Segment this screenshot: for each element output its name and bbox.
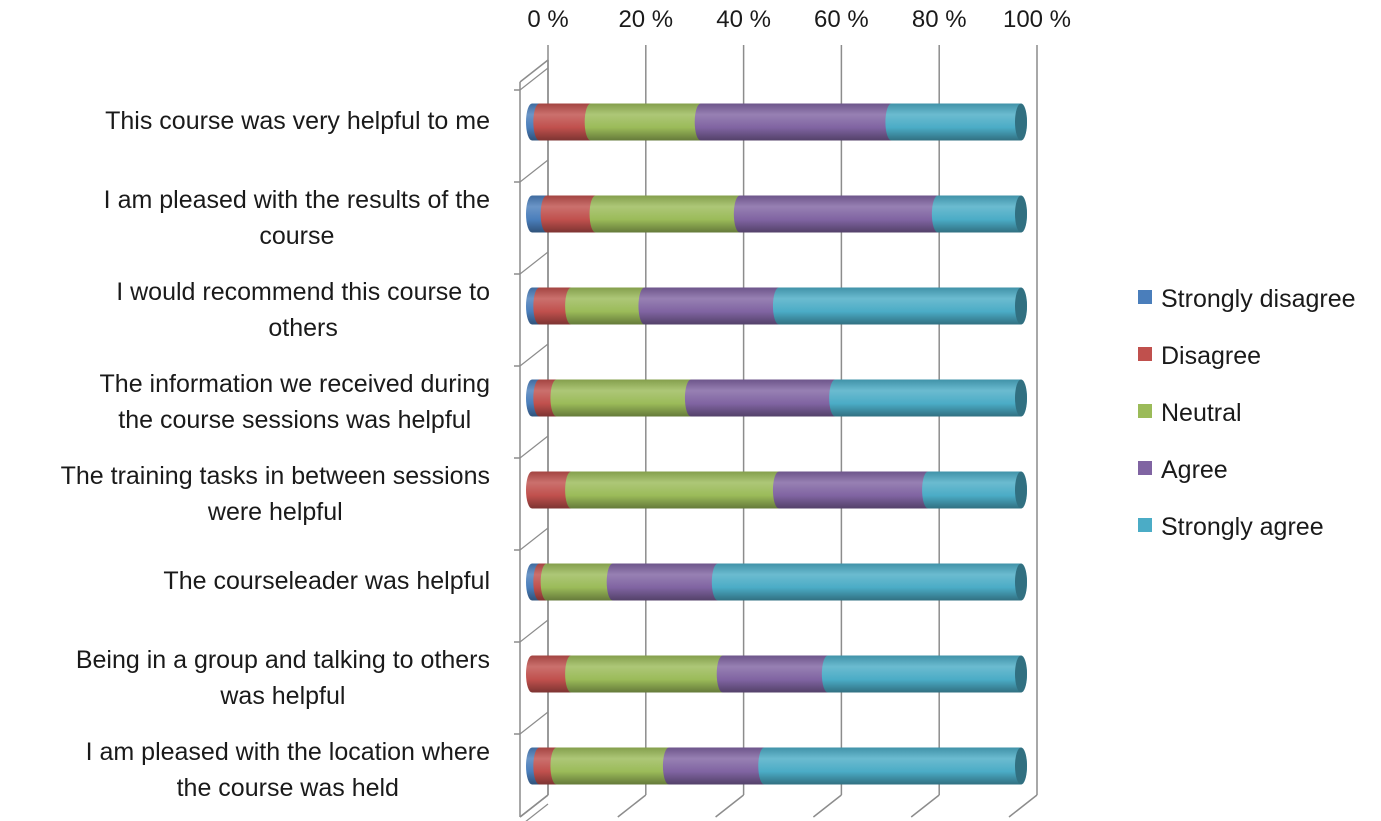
legend: Strongly disagree Disagree Neutral Agree Str… (1138, 285, 1356, 541)
bar-end-cap (1015, 103, 1027, 141)
bar-end-cap (1015, 747, 1027, 785)
floor-gridline (617, 794, 647, 818)
bar-segment-strongly-agree (829, 379, 1027, 417)
bar-group (526, 471, 1027, 509)
wall-top-edge (519, 59, 549, 83)
category-label: The courseleader was helpful (163, 567, 490, 595)
bar-segment-strongly-agree (758, 747, 1027, 785)
bar-end-cap (1015, 379, 1027, 417)
x-tick-label: 0 % (527, 6, 568, 33)
category-tick-mark (519, 251, 549, 275)
legend-swatch (1138, 347, 1152, 361)
bar-segment-neutral (584, 103, 707, 141)
bar-end-cap (1015, 655, 1027, 693)
category-tick-mark (519, 159, 549, 183)
bar-segment-disagree (533, 103, 597, 141)
bar-group (526, 195, 1027, 233)
legend-swatch (1138, 404, 1152, 418)
bar-end-cap (1015, 563, 1027, 601)
floor-gridline (1008, 794, 1038, 818)
bar-segment-neutral (550, 747, 675, 785)
floor-gridline (715, 794, 745, 818)
legend-label: Agree (1161, 456, 1228, 484)
legend-item: Agree (1138, 456, 1228, 484)
chart-walls (514, 59, 549, 821)
x-tick-label: 20 % (618, 6, 673, 33)
bar-segment-agree (638, 287, 785, 325)
category-tick-mark (519, 619, 549, 643)
bar-segment-agree (716, 655, 834, 693)
x-tick-label: 80 % (912, 6, 967, 33)
legend-item: Disagree (1138, 342, 1261, 370)
legend-item: Neutral (1138, 399, 1242, 427)
bar-segment-strongly-agree (821, 655, 1027, 693)
bar-segment-agree (694, 103, 898, 141)
bar-segment-disagree (540, 195, 602, 233)
bar-segment-strongly-agree (885, 103, 1027, 141)
legend-label: Disagree (1161, 342, 1261, 370)
bars (526, 103, 1027, 785)
bar-segment-agree (733, 195, 944, 233)
category-label: The training tasks in between sessions we… (61, 462, 490, 526)
bar-segment-strongly-agree (711, 563, 1027, 601)
bar-group (526, 655, 1027, 693)
bar-group (526, 287, 1027, 325)
bar-group (526, 563, 1027, 601)
x-tick-label: 100 % (1003, 6, 1071, 33)
legend-label: Neutral (1161, 399, 1242, 427)
bar-segment-agree (684, 379, 842, 417)
x-tick-label: 60 % (814, 6, 869, 33)
legend-item: Strongly agree (1138, 513, 1324, 541)
bar-segment-neutral (540, 563, 619, 601)
bar-segment-agree (662, 747, 771, 785)
bar-segment-neutral (565, 287, 651, 325)
legend-label: Strongly agree (1161, 513, 1324, 541)
x-tick-label: 40 % (716, 6, 771, 33)
legend-swatch (1138, 461, 1152, 475)
legend-swatch (1138, 290, 1152, 304)
bar-group (526, 747, 1027, 785)
category-tick-mark (519, 711, 549, 735)
legend-item: Strongly disagree (1138, 285, 1356, 313)
category-label: Being in a group and talking to others wa… (76, 646, 490, 710)
bar-segment-neutral (589, 195, 746, 233)
category-tick-mark (519, 527, 549, 551)
bar-segment-neutral (565, 471, 785, 509)
category-tick-mark (519, 67, 549, 91)
x-tick-labels: 0 % 20 % 40 % 60 % 80 % 100 % (527, 6, 1071, 33)
bar-group (526, 103, 1027, 141)
category-label: I would recommend this course to others (116, 278, 490, 342)
bar-end-cap (1015, 195, 1027, 233)
bar-segment-neutral (565, 655, 729, 693)
bar-segment-agree (772, 471, 935, 509)
floor-gridline (812, 794, 842, 818)
bar-segment-disagree (526, 471, 578, 509)
bar-group (526, 379, 1027, 417)
bar-segment-strongly-agree (772, 287, 1027, 325)
category-label: I am pleased with the results of the cour… (104, 186, 490, 250)
bar-segment-strongly-agree (922, 471, 1027, 509)
floor-gridline (519, 794, 549, 818)
category-label: I am pleased with the location where the … (86, 738, 490, 802)
category-label: This course was very helpful to me (105, 107, 490, 135)
category-tick-mark (519, 343, 549, 367)
bar-end-cap (1015, 287, 1027, 325)
legend-label: Strongly disagree (1161, 285, 1356, 313)
bar-segment-agree (606, 563, 724, 601)
bar-segment-neutral (550, 379, 697, 417)
category-tick-mark (519, 435, 549, 459)
bar-segment-strongly-agree (931, 195, 1027, 233)
legend-swatch (1138, 518, 1152, 532)
category-label: The information we received during the co… (100, 370, 490, 434)
gridlines (519, 45, 1038, 818)
bar-segment-disagree (526, 655, 578, 693)
floor-gridline (910, 794, 940, 818)
category-tick-mark (525, 803, 549, 821)
category-labels: This course was very helpful to me I am p… (61, 107, 490, 802)
bar-end-cap (1015, 471, 1027, 509)
